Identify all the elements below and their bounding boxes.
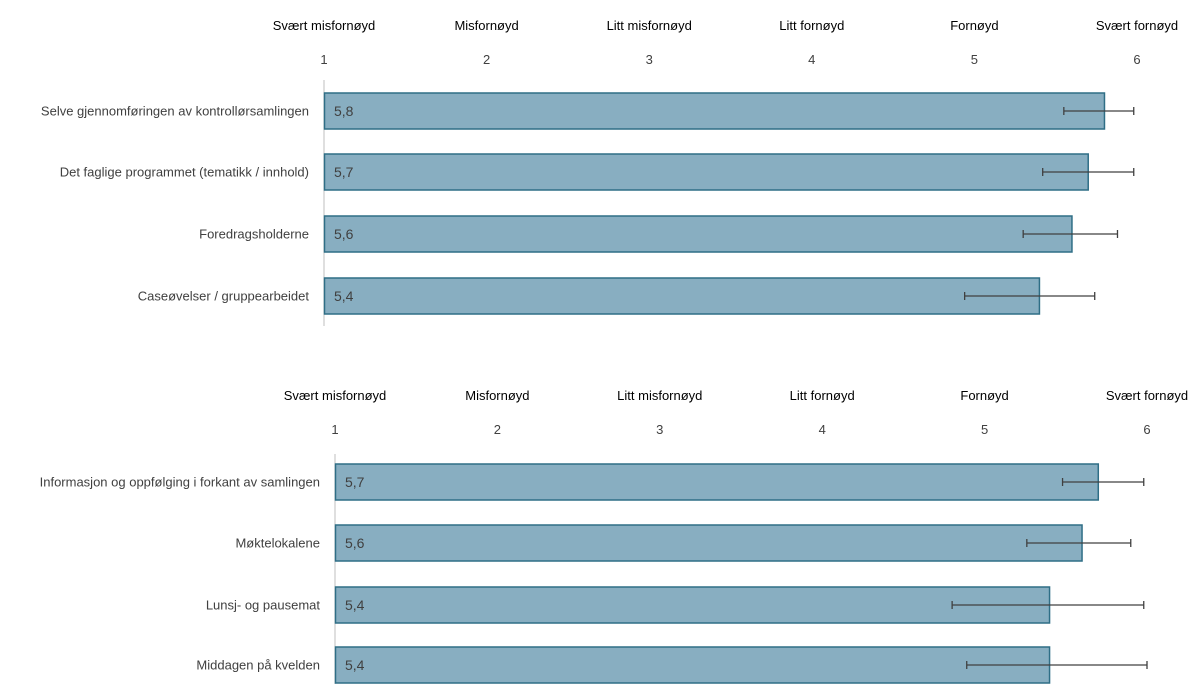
bar <box>334 463 1100 501</box>
bar <box>334 524 1083 562</box>
scale-label: Fornøyd <box>950 18 998 33</box>
tick-label: 3 <box>656 422 663 437</box>
scale-label: Litt misfornøyd <box>607 18 692 33</box>
bar <box>334 586 1051 624</box>
tick-label: 5 <box>981 422 988 437</box>
bar <box>323 92 1106 130</box>
scale-label: Svært fornøyd <box>1096 18 1178 33</box>
category-label: Selve gjennomføringen av kontrollørsamli… <box>41 104 309 119</box>
category-label: Middagen på kvelden <box>196 658 320 673</box>
value-label: 5,4 <box>334 288 354 304</box>
tick-label: 1 <box>331 422 338 437</box>
bar <box>323 277 1041 315</box>
value-label: 5,6 <box>345 535 365 551</box>
value-label: 5,4 <box>345 657 365 673</box>
value-label: 5,8 <box>334 103 354 119</box>
category-label: Det faglige programmet (tematikk / innho… <box>60 165 309 180</box>
tick-label: 5 <box>971 52 978 67</box>
category-label: Lunsj- og pausemat <box>206 598 321 613</box>
value-label: 5,4 <box>345 597 365 613</box>
tick-label: 6 <box>1143 422 1150 437</box>
chart-panel-1: Svært misfornøyd 1 Misfornøyd 2 Litt misforn… <box>41 18 1178 326</box>
value-label: 5,6 <box>334 226 354 242</box>
tick-label: 1 <box>320 52 327 67</box>
scale-label: Litt fornøyd <box>790 388 855 403</box>
category-label: Møktelokalene <box>235 536 320 551</box>
scale-label: Misfornøyd <box>454 18 518 33</box>
tick-label: 6 <box>1133 52 1140 67</box>
tick-label: 4 <box>808 52 815 67</box>
tick-label: 2 <box>483 52 490 67</box>
tick-label: 3 <box>646 52 653 67</box>
scale-label: Svært misfornøyd <box>284 388 387 403</box>
category-label: Foredragsholderne <box>199 227 309 242</box>
tick-label: 2 <box>494 422 501 437</box>
scale-label: Misfornøyd <box>465 388 529 403</box>
category-label: Informasjon og oppfølging i forkant av s… <box>40 475 320 490</box>
bar <box>323 215 1073 253</box>
scale-label: Fornøyd <box>960 388 1008 403</box>
scale-label: Litt misfornøyd <box>617 388 702 403</box>
scale-label: Litt fornøyd <box>779 18 844 33</box>
chart-panel-2: Svært misfornøyd 1 Misfornøyd 2 Litt misforn… <box>40 388 1188 684</box>
scale-label: Svært fornøyd <box>1106 388 1188 403</box>
bar <box>334 646 1051 684</box>
scale-label: Svært misfornøyd <box>273 18 376 33</box>
category-label: Caseøvelser / gruppearbeidet <box>138 289 310 304</box>
value-label: 5,7 <box>345 474 365 490</box>
value-label: 5,7 <box>334 164 354 180</box>
bar <box>323 153 1089 191</box>
tick-label: 4 <box>819 422 826 437</box>
